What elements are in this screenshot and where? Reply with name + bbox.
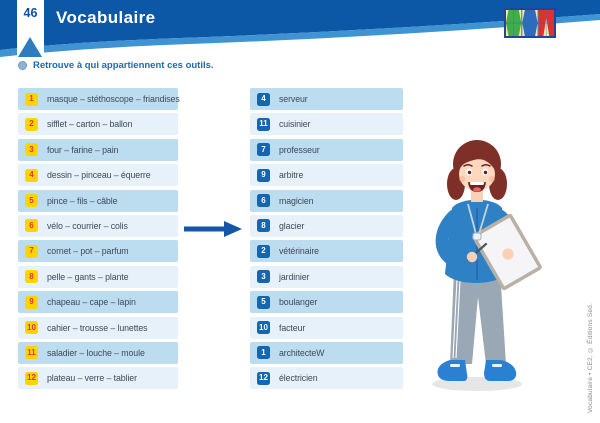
profession-label: glacier	[279, 220, 305, 231]
tool-label: plateau – verre – tablier	[47, 373, 137, 384]
profession-label: serveur	[279, 94, 308, 104]
tool-label: vélo – courrier – colis	[47, 220, 128, 231]
profession-row: 5 boulanger	[250, 291, 403, 314]
profession-label: magicien	[279, 195, 314, 206]
profession-number-badge: 12	[257, 371, 270, 385]
profession-number-badge: 7	[257, 143, 270, 157]
profession-row: 10 facteur	[250, 316, 403, 339]
profession-row: 3 jardinier	[250, 265, 403, 288]
tool-label: masque – stéthoscope – friandises	[47, 94, 180, 104]
tool-number-badge: 11	[25, 346, 38, 360]
profession-label: vétérinaire	[279, 246, 319, 257]
tool-label: chapeau – cape – lapin	[47, 297, 136, 308]
profession-label: architecteW	[279, 347, 325, 358]
page-number: 46	[23, 6, 38, 20]
tool-number-badge: 1	[25, 92, 38, 106]
tool-number-badge: 8	[25, 270, 38, 284]
tool-number-badge: 7	[25, 244, 38, 258]
tool-row: 10 cahier – trousse – lunettes	[18, 316, 178, 339]
profession-row: 12 électricien	[250, 367, 403, 390]
tool-number-badge: 2	[25, 117, 38, 131]
tools-list: 1 masque – stéthoscope – friandises 2 siffl…	[18, 88, 180, 390]
tool-number-badge: 6	[25, 219, 38, 233]
tool-label: pelle – gants – plante	[47, 271, 129, 282]
tool-row: 8 pelle – gants – plante	[18, 265, 178, 288]
tool-label: sifflet – carton – ballon	[47, 119, 133, 130]
profession-number-badge: 4	[257, 92, 270, 106]
tool-row: 2 sifflet – carton – ballon	[18, 113, 178, 136]
tool-row: 12 plateau – verre – tablier	[18, 367, 178, 390]
profession-label: professeur	[279, 144, 320, 155]
instruction-text: Retrouve à qui appartiennent ces outils.	[33, 60, 214, 71]
professions-list: 4 serveur 11 cuisinier 7 professeur 9 arbitre 6 m…	[250, 88, 403, 390]
profession-label: arbitre	[279, 170, 304, 181]
tool-number-badge: 4	[25, 168, 38, 182]
tool-row: 1 masque – stéthoscope – friandises	[18, 88, 180, 110]
profession-label: facteur	[279, 322, 306, 333]
profession-number-badge: 6	[257, 194, 270, 208]
profession-number-badge: 8	[257, 219, 270, 233]
profession-row: 4 serveur	[250, 88, 403, 110]
profession-row: 1 architecteW	[250, 341, 403, 364]
profession-number-badge: 5	[257, 295, 270, 309]
tool-number-badge: 3	[25, 143, 38, 157]
tool-number-badge: 5	[25, 194, 38, 208]
profession-row: 2 vétérinaire	[250, 240, 403, 263]
tool-row: 11 saladier – louche – moule	[18, 341, 178, 364]
tool-number-badge: 10	[25, 321, 38, 335]
tool-row: 5 pince – fils – câble	[18, 189, 178, 212]
tool-number-badge: 9	[25, 295, 38, 309]
editions-sed-logo-icon	[504, 8, 556, 38]
tool-label: cahier – trousse – lunettes	[47, 322, 148, 333]
tool-label: pince – fils – câble	[47, 195, 118, 206]
profession-number-badge: 2	[257, 244, 270, 258]
profession-label: boulanger	[279, 297, 318, 308]
profession-row: 7 professeur	[250, 138, 403, 161]
page-title: Vocabulaire	[56, 8, 156, 27]
profession-row: 9 arbitre	[250, 164, 403, 187]
tool-row: 6 vélo – courrier – colis	[18, 214, 178, 237]
profession-row: 8 glacier	[250, 214, 403, 237]
profession-number-badge: 9	[257, 168, 270, 182]
tool-row: 9 chapeau – cape – lapin	[18, 291, 178, 314]
profession-label: cuisinier	[279, 119, 311, 130]
profession-row: 6 magicien	[250, 189, 403, 212]
woman-referee-illustration	[432, 140, 542, 391]
tool-row: 4 dessin – pinceau – équerre	[18, 164, 178, 187]
tool-label: dessin – pinceau – équerre	[47, 170, 151, 181]
tool-row: 3 four – farine – pain	[18, 138, 178, 161]
page-number-ribbon: 46	[17, 0, 44, 57]
profession-label: jardinier	[279, 271, 310, 282]
tool-row: 7 cornet – pot – parfum	[18, 240, 178, 263]
arrow-right-icon	[184, 221, 242, 237]
profession-row: 11 cuisinier	[250, 113, 403, 136]
tool-label: four – farine – pain	[47, 144, 119, 155]
profession-number-badge: 11	[257, 117, 270, 131]
profession-number-badge: 3	[257, 270, 270, 284]
profession-label: électricien	[279, 373, 318, 384]
tool-number-badge: 12	[25, 371, 38, 385]
tool-label: cornet – pot – parfum	[47, 246, 129, 257]
edition-credit: Vocabulaire • CE2, © Éditions Sed.	[587, 302, 594, 413]
tool-label: saladier – louche – moule	[47, 347, 145, 358]
instruction: Retrouve à qui appartiennent ces outils.	[18, 60, 214, 71]
profession-number-badge: 10	[257, 321, 270, 335]
header-banner	[0, 0, 600, 57]
instruction-bullet-icon	[18, 61, 27, 70]
profession-number-badge: 1	[257, 346, 270, 360]
